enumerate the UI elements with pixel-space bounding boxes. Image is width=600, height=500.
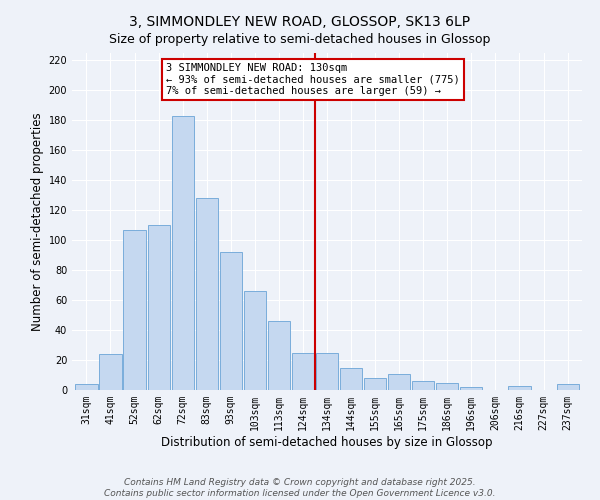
X-axis label: Distribution of semi-detached houses by size in Glossop: Distribution of semi-detached houses by … [161,436,493,448]
Bar [412,381,434,390]
Bar [268,321,290,390]
Text: Contains HM Land Registry data © Crown copyright and database right 2025.
Contai: Contains HM Land Registry data © Crown c… [104,478,496,498]
Bar [557,384,578,390]
Bar [196,198,218,390]
Bar [220,252,242,390]
Bar [124,230,146,390]
Text: 3, SIMMONDLEY NEW ROAD, GLOSSOP, SK13 6LP: 3, SIMMONDLEY NEW ROAD, GLOSSOP, SK13 6L… [130,15,470,29]
Bar [460,387,482,390]
Bar [340,368,362,390]
Y-axis label: Number of semi-detached properties: Number of semi-detached properties [31,112,44,330]
Bar [436,382,458,390]
Bar [316,352,338,390]
Bar [244,291,266,390]
Bar [364,378,386,390]
Text: 3 SIMMONDLEY NEW ROAD: 130sqm
← 93% of semi-detached houses are smaller (775)
7%: 3 SIMMONDLEY NEW ROAD: 130sqm ← 93% of s… [166,63,460,96]
Bar [100,354,122,390]
Bar [172,116,194,390]
Bar [76,384,98,390]
Bar [292,352,314,390]
Bar [388,374,410,390]
Bar [148,225,170,390]
Text: Size of property relative to semi-detached houses in Glossop: Size of property relative to semi-detach… [109,32,491,46]
Bar [508,386,530,390]
